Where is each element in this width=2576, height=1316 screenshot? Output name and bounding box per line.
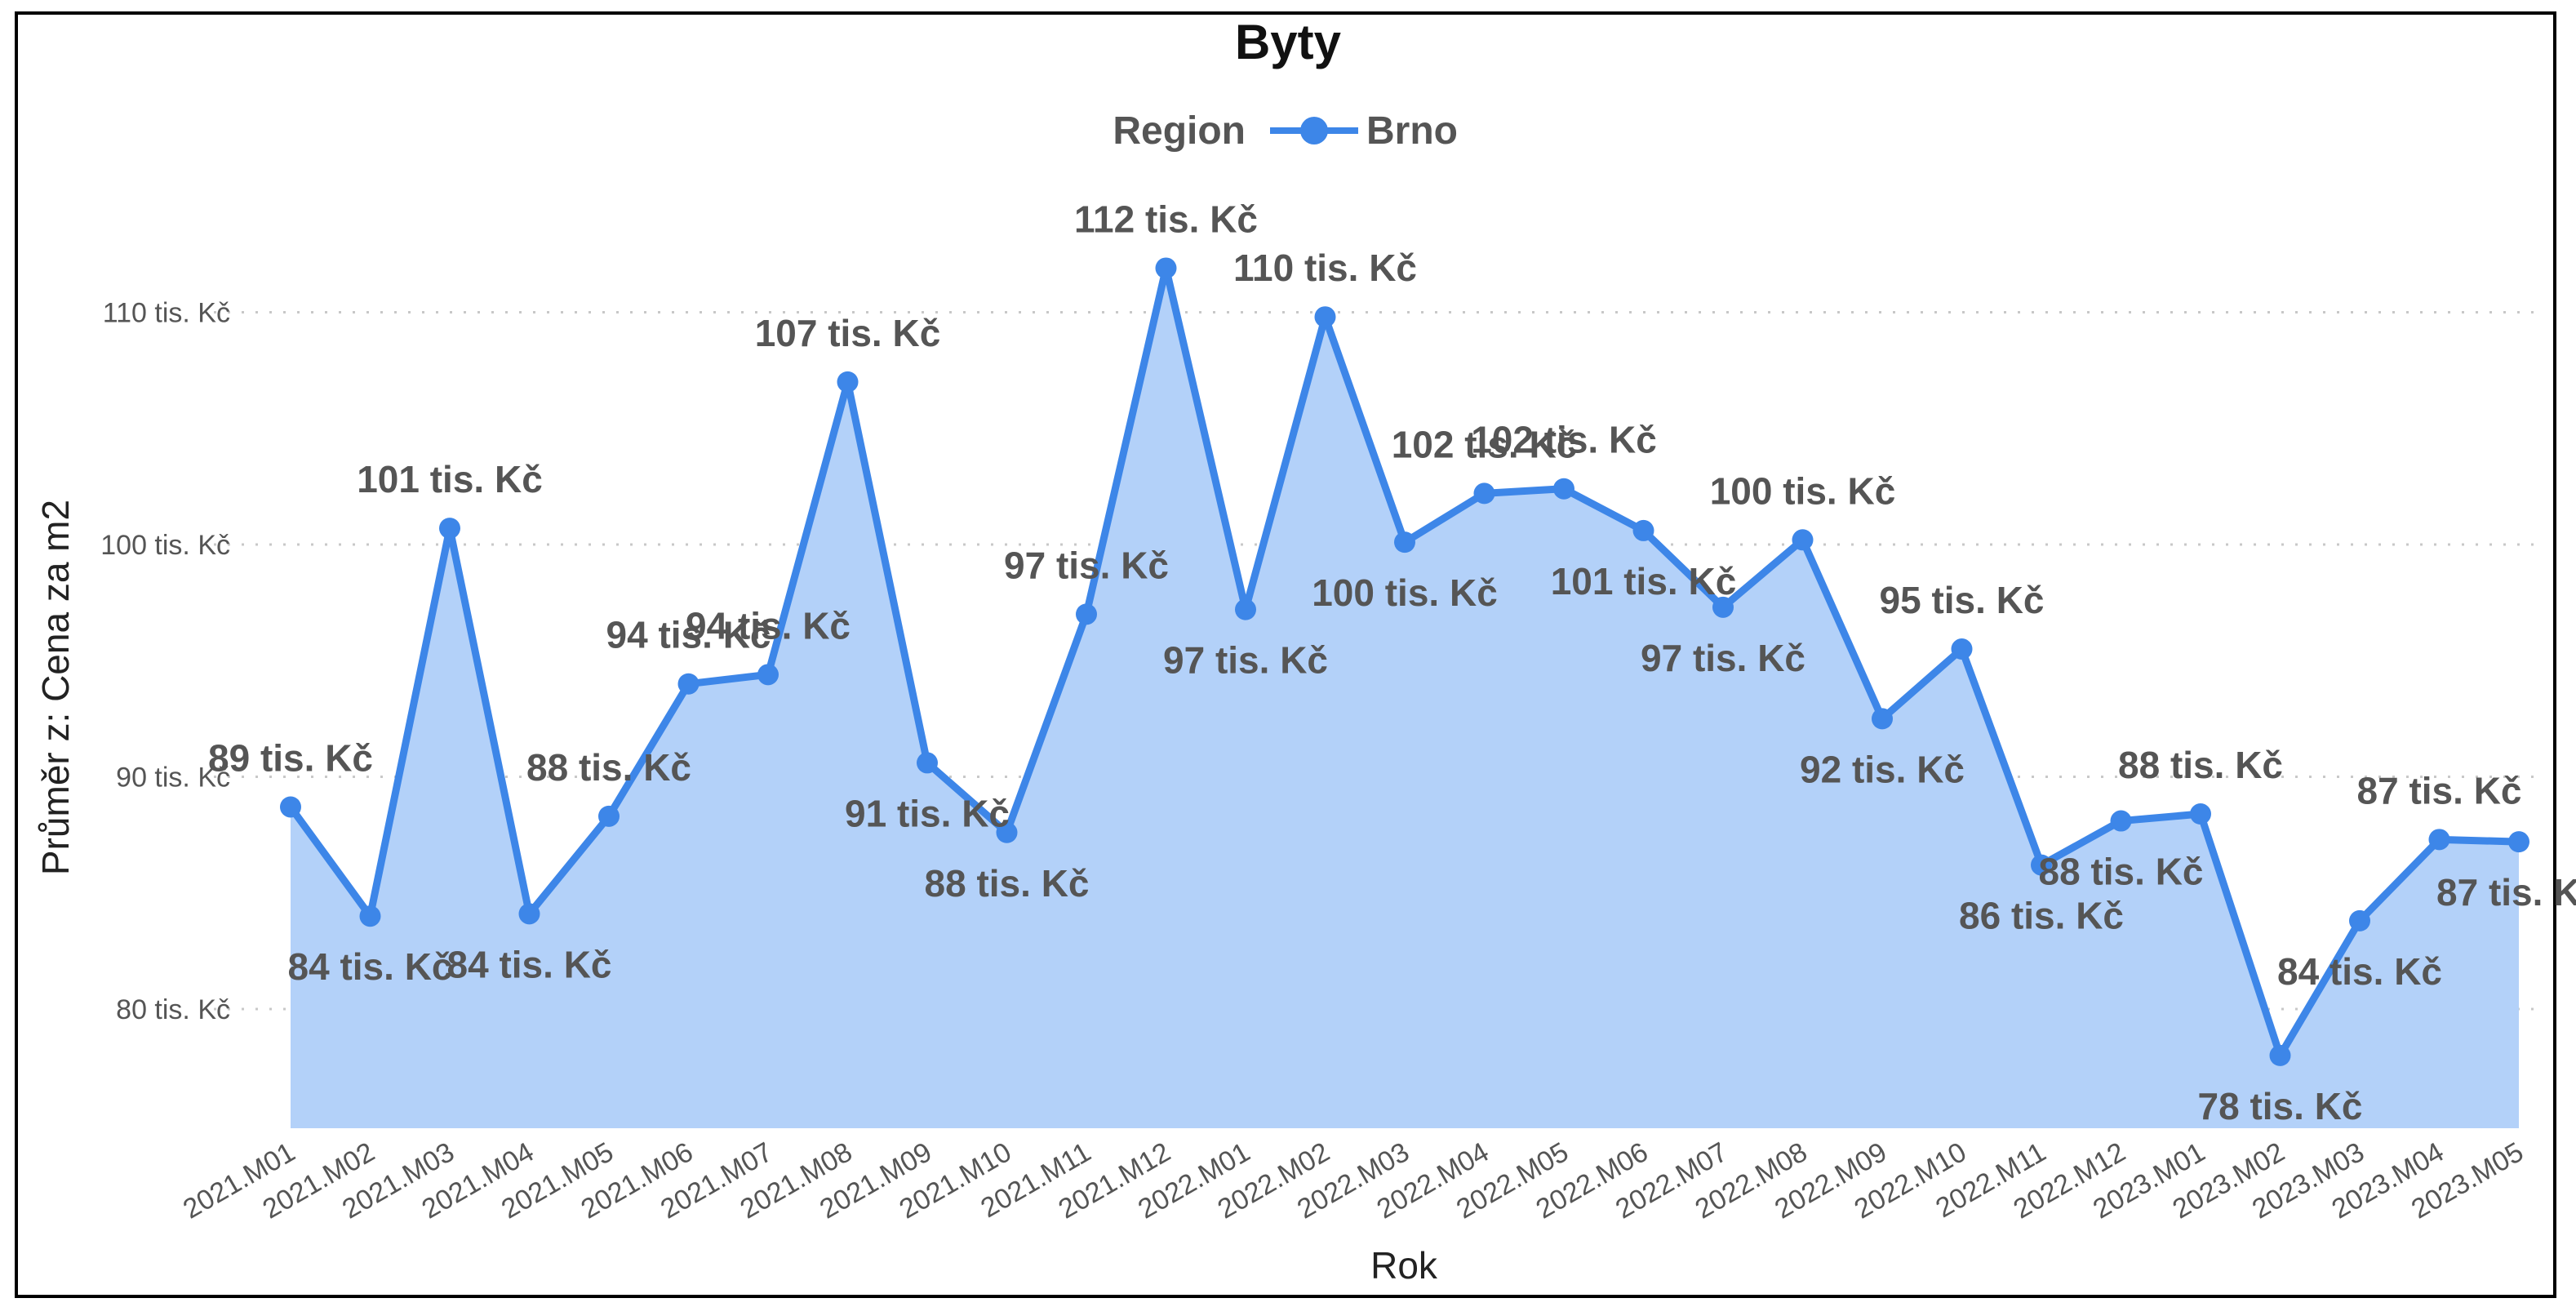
data-point-2021.M04 xyxy=(518,903,540,925)
y-axis-ticks: 80 tis. Kč 90 tis. Kč 100 tis. Kč 110 tis. … xyxy=(100,298,230,1026)
y-tick-label: 90 tis. Kč xyxy=(116,762,230,794)
x-axis-label: Rok xyxy=(1370,1244,1438,1287)
data-point-2022.M11 xyxy=(2031,854,2052,876)
y-tick-label: 110 tis. Kč xyxy=(103,298,230,329)
y-tick-label: 80 tis. Kč xyxy=(116,994,230,1025)
data-label-2022.M01: 97 tis. Kč xyxy=(1163,639,1328,682)
data-point-2022.M09 xyxy=(1872,708,1893,730)
data-label-2023.M05: 87 tis. Kč xyxy=(2436,871,2576,914)
data-point-2021.M08 xyxy=(837,371,859,393)
data-label-2022.M07: 97 tis. Kč xyxy=(1641,637,1805,679)
data-point-2022.M08 xyxy=(1792,529,1814,551)
data-point-2021.M03 xyxy=(439,518,460,540)
data-point-2022.M05 xyxy=(1553,478,1574,500)
data-point-2022.M04 xyxy=(1473,482,1495,505)
legend-title: Region xyxy=(1113,109,1246,153)
legend-marker xyxy=(1300,117,1328,144)
data-point-2022.M02 xyxy=(1314,306,1336,328)
data-label-2022.M10: 95 tis. Kč xyxy=(1880,579,2045,621)
data-label-2022.M05: 102 tis. Kč xyxy=(1471,419,1657,461)
data-label-2021.M07: 94 tis. Kč xyxy=(686,604,851,647)
data-point-2021.M05 xyxy=(598,805,620,827)
data-point-2021.M12 xyxy=(1155,257,1177,279)
data-label-2023.M02: 78 tis. Kč xyxy=(2198,1085,2363,1127)
data-point-2021.M01 xyxy=(280,796,301,818)
data-label-2022.M06: 101 tis. Kč xyxy=(1551,560,1737,602)
data-point-2023.M05 xyxy=(2508,831,2529,853)
data-point-2021.M09 xyxy=(917,752,938,774)
data-point-2022.M07 xyxy=(1712,596,1734,618)
data-labels: 89 tis. Kč 84 tis. Kč 101 tis. Kč 84 tis. K… xyxy=(208,198,2576,1127)
data-label-2022.M09: 92 tis. Kč xyxy=(1800,748,1965,790)
data-point-2022.M10 xyxy=(1951,638,1973,660)
chart-title: Byty xyxy=(1235,15,1342,69)
data-point-2023.M04 xyxy=(2428,829,2450,851)
y-axis-label: Průměr z: Cena za m2 xyxy=(34,500,77,875)
y-tick-label: 100 tis. Kč xyxy=(100,530,230,561)
data-label-2023.M04: 87 tis. Kč xyxy=(2357,769,2522,811)
data-label-2021.M06: 94 tis. Kč xyxy=(606,614,771,656)
plot-area xyxy=(280,257,2529,1128)
series-area-fill xyxy=(291,268,2519,1128)
data-point-2021.M06 xyxy=(677,673,700,695)
data-label-2022.M03: 100 tis. Kč xyxy=(1312,571,1498,614)
data-point-2022.M03 xyxy=(1394,531,1415,554)
data-label-2021.M09: 91 tis. Kč xyxy=(845,792,1010,834)
data-label-2021.M02: 84 tis. Kč xyxy=(288,945,453,988)
data-point-2021.M10 xyxy=(996,821,1018,843)
data-label-2021.M04: 84 tis. Kč xyxy=(447,943,612,985)
legend[interactable]: Region Brno xyxy=(1113,109,1458,153)
data-label-2021.M01: 89 tis. Kč xyxy=(208,736,373,779)
data-label-2021.M12: 112 tis. Kč xyxy=(1074,198,1258,240)
data-label-2021.M03: 101 tis. Kč xyxy=(357,458,543,500)
data-label-2021.M11: 97 tis. Kč xyxy=(1004,544,1169,586)
chart-frame xyxy=(15,11,2556,1298)
data-label-2021.M05: 88 tis. Kč xyxy=(526,746,691,789)
data-point-2021.M11 xyxy=(1076,603,1097,625)
data-label-2021.M10: 88 tis. Kč xyxy=(925,862,1090,905)
data-label-2022.M02: 110 tis. Kč xyxy=(1233,247,1417,289)
data-label-2021.M08: 107 tis. Kč xyxy=(755,312,941,354)
data-point-2022.M12 xyxy=(2110,810,2132,832)
data-point-2023.M03 xyxy=(2349,909,2370,931)
data-label-2023.M01: 88 tis. Kč xyxy=(2118,744,2283,786)
data-point-2021.M02 xyxy=(359,905,381,927)
data-point-2023.M02 xyxy=(2269,1044,2291,1066)
data-label-2022.M04: 102 tis. Kč xyxy=(1392,423,1578,465)
data-label-2023.M03: 84 tis. Kč xyxy=(2277,950,2442,993)
data-label-2022.M11: 86 tis. Kč xyxy=(1959,895,2124,937)
data-label-2022.M12: 88 tis. Kč xyxy=(2039,851,2204,893)
data-point-2021.M07 xyxy=(757,664,779,686)
data-label-2022.M08: 100 tis. Kč xyxy=(1710,469,1896,512)
data-point-2023.M01 xyxy=(2190,803,2211,825)
data-point-2022.M06 xyxy=(1632,519,1654,541)
x-axis-ticks: 2021.M012021.M022021.M032021.M042021.M05… xyxy=(178,1136,2529,1225)
legend-series-name: Brno xyxy=(1366,109,1458,153)
data-point-2022.M01 xyxy=(1235,598,1256,620)
